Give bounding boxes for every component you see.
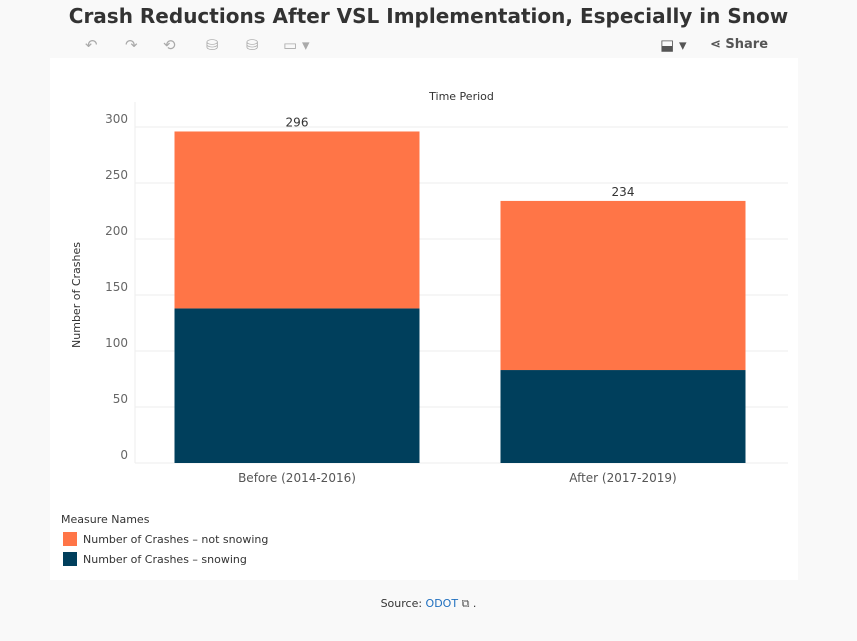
legend-swatch-not-snowing[interactable] — [63, 532, 77, 546]
source-prefix: Source: — [380, 597, 426, 610]
y-tick-label: 150 — [105, 280, 128, 294]
y-tick-label: 0 — [120, 448, 128, 462]
y-axis-label: Number of Crashes — [70, 242, 83, 348]
chart-title: Time Period — [428, 90, 494, 103]
y-tick-label: 50 — [113, 392, 128, 406]
x-tick-label: Before (2014-2016) — [238, 471, 356, 485]
source-note: Source: ODOT ⧉ . — [0, 597, 857, 611]
y-tick-label: 250 — [105, 168, 128, 182]
bar-segment — [174, 131, 420, 309]
device-icon[interactable]: ▭ ▾ — [283, 36, 310, 54]
bar-segment — [500, 200, 746, 371]
source-suffix: . — [469, 597, 477, 610]
legend-item-not-snowing[interactable]: Number of Crashes – not snowing — [83, 533, 269, 546]
source-link[interactable]: ODOT — [425, 597, 459, 610]
y-tick-label: 200 — [105, 224, 128, 238]
share-icon: ⋖ — [710, 37, 726, 52]
bar-segment — [174, 308, 420, 463]
y-tick-label: 100 — [105, 336, 128, 350]
total-label: 296 — [286, 115, 309, 129]
share-label: Share — [725, 37, 769, 52]
refresh-icon[interactable]: ⛁ — [206, 36, 219, 54]
x-tick-label: After (2017-2019) — [569, 471, 676, 485]
bar-segment — [500, 370, 746, 463]
legend-item-snowing[interactable]: Number of Crashes – snowing — [83, 553, 247, 566]
undo-icon[interactable]: ↶ — [85, 36, 98, 54]
legend-title: Measure Names — [61, 513, 150, 526]
dashboard-title: Crash Reductions After VSL Implementatio… — [68, 4, 789, 28]
revert-icon[interactable]: ⟲ — [163, 36, 176, 54]
y-tick-label: 300 — [105, 112, 128, 126]
pause-icon[interactable]: ⛁ — [246, 36, 259, 54]
external-link-icon[interactable]: ⧉ — [461, 597, 470, 610]
legend-swatch-snowing[interactable] — [63, 552, 77, 566]
stacked-bar-chart: Time Period Number of Crashes 0 50 100 150 200… — [70, 90, 788, 485]
chart-panel: Time Period Number of Crashes 0 50 100 150 200… — [50, 58, 798, 580]
redo-icon[interactable]: ↷ — [125, 36, 138, 54]
download-icon[interactable]: ⬓ ▾ — [660, 36, 687, 54]
total-label: 234 — [612, 185, 635, 199]
share-button[interactable]: ⋖ Share — [710, 37, 768, 52]
